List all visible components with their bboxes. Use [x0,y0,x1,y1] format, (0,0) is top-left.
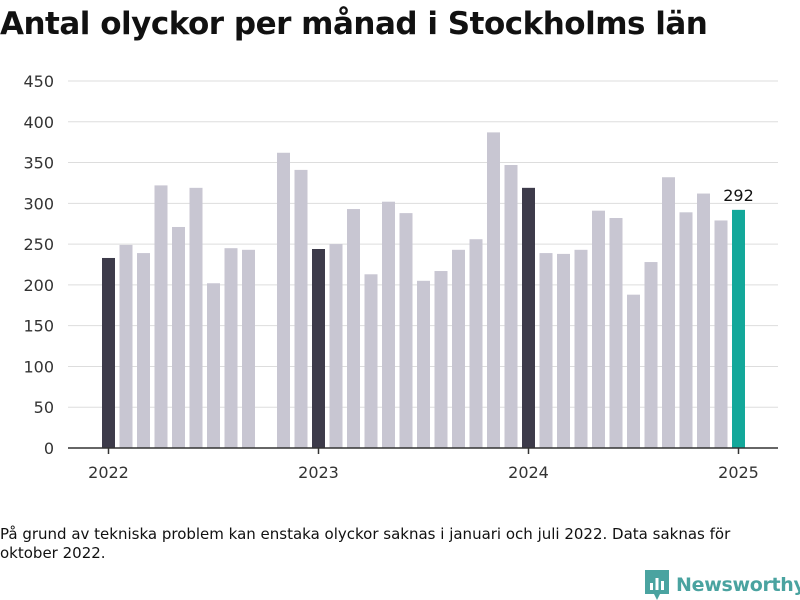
chart-title: Antal olyckor per månad i Stockholms län [0,6,708,42]
y-tick-label: 450 [23,72,54,91]
bar [312,249,325,448]
y-tick-label: 250 [23,235,54,254]
y-tick-label: 150 [23,317,54,336]
y-tick-label: 400 [23,113,54,132]
bar [207,283,220,448]
bar-chart: 0 50 100 150 200 250 300 350 400 450 2022 2023 2024… [23,72,778,480]
bar [522,187,535,449]
gridlines [68,80,778,408]
bar [539,253,553,448]
bar [679,212,693,448]
bar [574,249,588,448]
bar [697,193,710,448]
brand-logo: Newsworthy [645,570,800,600]
bars [102,132,745,449]
bar [609,218,623,448]
bar [224,248,238,448]
bar [102,257,115,448]
bar [137,253,150,448]
footnote: På grund av tekniska problem kan enstaka… [0,525,731,562]
latest-value-label: 292 [723,186,754,205]
x-tick-label: 2023 [298,463,339,480]
bar [487,132,500,448]
x-tick-label: 2022 [88,463,129,480]
bar [557,253,570,448]
y-tick-label: 100 [23,357,54,376]
x-tick-label: 2025 [718,463,759,480]
newsworthy-chart-logo-icon [645,570,669,600]
bar [662,177,675,449]
bar [382,201,395,448]
bar [469,239,483,448]
x-axis [68,447,778,454]
bar [399,213,413,448]
bar [154,185,168,448]
bar [294,169,308,448]
y-tick-label: 50 [34,398,54,417]
bar [119,244,133,448]
bar [627,294,640,448]
y-tick-label: 0 [44,439,54,458]
y-tick-label: 200 [23,276,54,295]
bar [592,210,605,448]
y-axis-tick-labels: 0 50 100 150 200 250 300 350 400 450 [23,72,54,458]
bar [364,274,378,448]
bar [434,271,448,448]
bar [644,262,658,448]
bar [417,280,430,448]
bar [732,209,745,448]
y-tick-label: 350 [23,154,54,173]
bar [329,244,343,448]
x-axis-tick-labels: 2022 2023 2024 2025 [88,463,759,480]
bar [242,249,255,448]
bar [452,249,465,448]
bar [277,152,290,448]
bar [504,165,518,448]
value-labels: 292 [723,186,754,205]
bar [189,187,203,449]
bar [172,226,185,448]
x-tick-label: 2024 [508,463,549,480]
bar [714,220,728,448]
bar [347,209,360,448]
y-tick-label: 300 [23,194,54,213]
brand-name: Newsworthy [676,574,800,596]
